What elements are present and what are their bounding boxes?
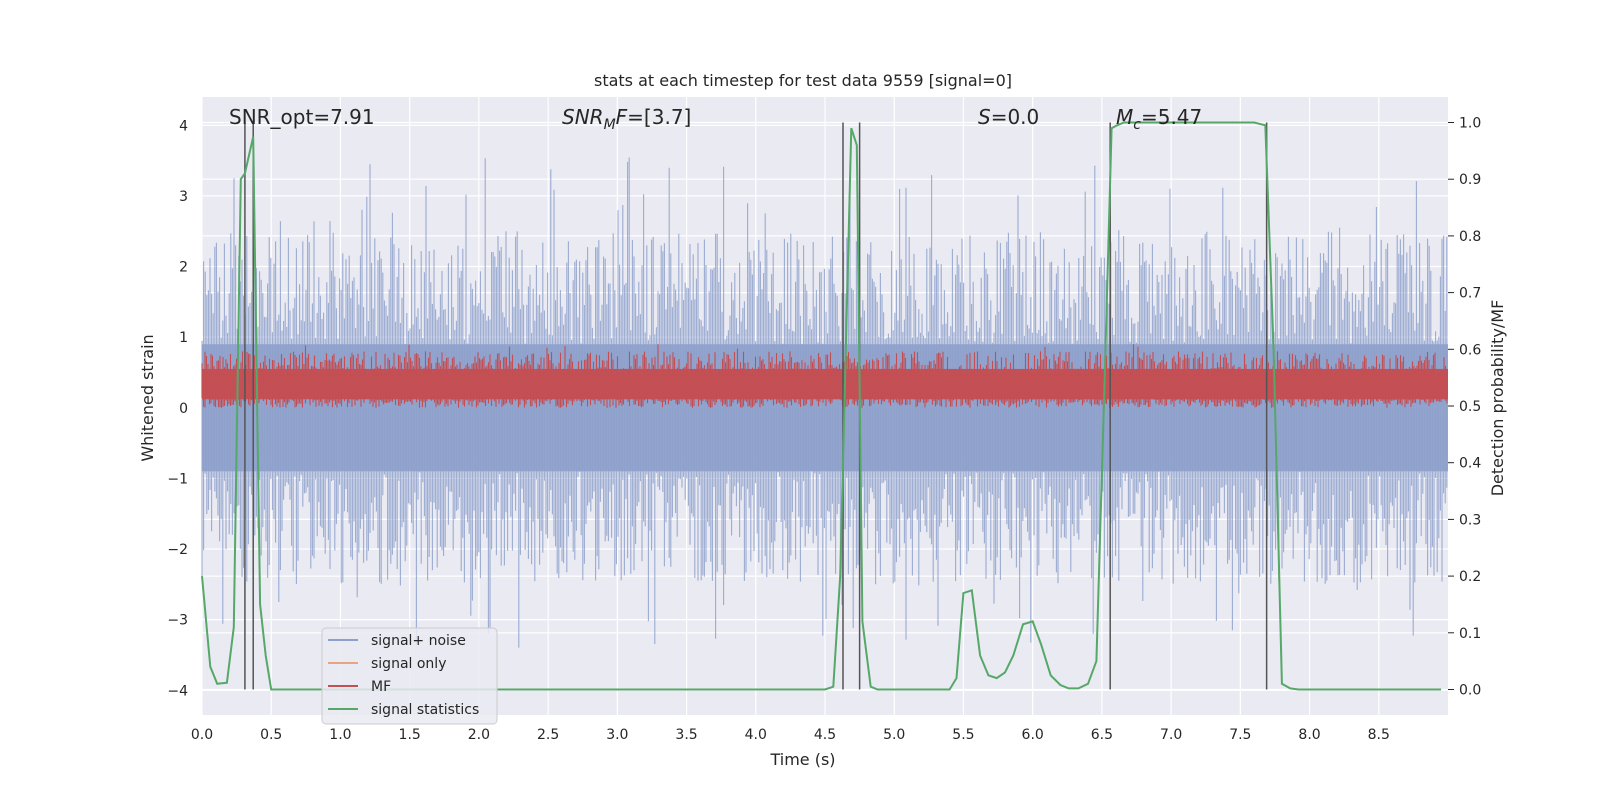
y-tick-label: −2 — [167, 542, 188, 558]
y2-tick-label: 0.3 — [1459, 512, 1481, 528]
x-axis-label: Time (s) — [769, 750, 835, 769]
mf-series — [201, 344, 1448, 408]
y-tick-label: 2 — [179, 260, 188, 276]
annotation-snr-opt: SNR_opt=7.91 — [229, 105, 375, 129]
signal-statistics-line — [201, 121, 1442, 691]
y-tick-label: 3 — [179, 189, 188, 205]
s-value: =0.0 — [991, 105, 1040, 129]
legend-entry-noise: signal+ noise — [371, 633, 466, 649]
x-tick-label: 5.0 — [883, 727, 905, 743]
legend-entry-signal-statistics: signal statistics — [371, 702, 479, 718]
y2-axis-ticks: 1.0 0.9 0.8 0.7 0.6 0.5 0.4 0.3 0.2 0.1 0.0 — [1448, 116, 1481, 698]
y2-tick-label: 0.9 — [1459, 172, 1481, 188]
x-tick-label: 4.5 — [814, 727, 836, 743]
y2-axis-label: Detection probability/MF — [1488, 300, 1507, 497]
legend-box — [321, 627, 498, 725]
x-tick-label: 2.0 — [468, 727, 490, 743]
x-tick-label: 0.5 — [260, 727, 282, 743]
y2-tick-label: 0.7 — [1459, 286, 1481, 302]
x-tick-label: 8.5 — [1368, 727, 1390, 743]
y-tick-label: 1 — [179, 330, 188, 346]
annotation-s: S=0.0 — [978, 105, 1039, 129]
x-tick-label: 7.0 — [1160, 727, 1182, 743]
x-tick-label: 3.5 — [675, 727, 697, 743]
y-axis-ticks: 4 3 2 1 0 −1 −2 −3 −4 — [167, 118, 188, 699]
x-tick-label: 8.0 — [1298, 727, 1320, 743]
snr-mf-subscript: M — [604, 117, 616, 133]
mf-trace — [201, 344, 1448, 408]
y2-tick-label: 0.2 — [1459, 569, 1481, 585]
x-tick-label: 5.5 — [952, 727, 974, 743]
y2-tick-label: 0.0 — [1459, 682, 1481, 698]
snr-mf-symbol: SNR — [562, 105, 604, 129]
x-tick-label: 1.0 — [329, 727, 351, 743]
x-tick-label: 7.5 — [1229, 727, 1251, 743]
x-axis-ticks: 0.0 0.5 1.0 1.5 2.0 2.5 3.0 3.5 4.0 4.5 5.0 5.5 6.0 6… — [191, 727, 1390, 743]
y2-tick-label: 0.8 — [1459, 229, 1481, 245]
y-axis-label: Whitened strain — [138, 334, 157, 461]
x-tick-label: 0.0 — [191, 727, 213, 743]
y2-tick-label: 0.5 — [1459, 399, 1481, 415]
y2-tick-label: 0.4 — [1459, 456, 1481, 472]
y2-tick-label: 1.0 — [1459, 116, 1481, 132]
legend-entry-mf: MF — [371, 679, 391, 695]
x-tick-label: 3.0 — [606, 727, 628, 743]
chart-title: stats at each timestep for test data 955… — [594, 71, 1012, 90]
snr-mf-tail: F — [616, 105, 628, 129]
mc-subscript: c — [1133, 117, 1141, 133]
x-tick-label: 6.5 — [1091, 727, 1113, 743]
annotation-mc: Mc=5.47 — [1116, 105, 1202, 133]
y-tick-label: −3 — [167, 613, 188, 629]
snr-mf-value: =[3.7] — [627, 105, 691, 129]
x-tick-label: 2.5 — [537, 727, 559, 743]
x-tick-label: 4.0 — [745, 727, 767, 743]
y2-tick-label: 0.6 — [1459, 342, 1481, 358]
x-tick-label: 6.0 — [1022, 727, 1044, 743]
legend: signal+ noise signal only MF signal stat… — [321, 627, 498, 725]
legend-entry-signal-only: signal only — [371, 656, 446, 672]
x-tick-label: 1.5 — [399, 727, 421, 743]
y-tick-label: 4 — [179, 118, 188, 134]
y-tick-label: −1 — [167, 471, 188, 487]
noise-series — [201, 157, 1448, 648]
y2-tick-label: 0.1 — [1459, 626, 1481, 642]
mc-symbol: M — [1116, 105, 1133, 129]
y-tick-label: −4 — [167, 683, 188, 699]
annotation-snr-mf: SNRMF=[3.7] — [562, 105, 691, 133]
s-symbol: S — [978, 105, 991, 129]
mc-value: =5.47 — [1141, 105, 1202, 129]
y-tick-label: 0 — [179, 401, 188, 417]
